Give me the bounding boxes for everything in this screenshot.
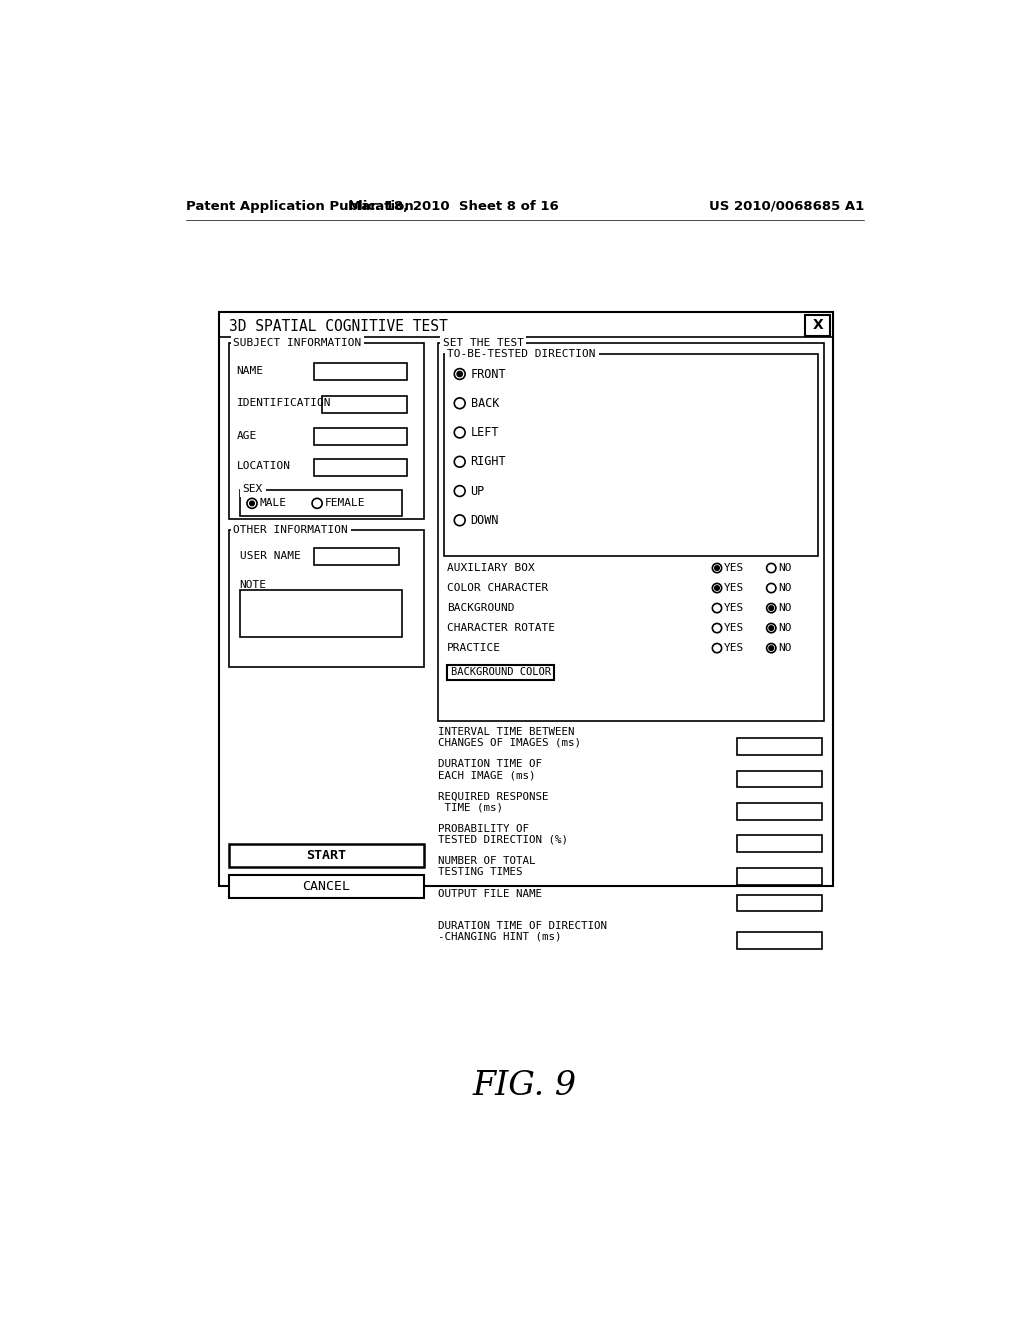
Text: COLOR CHARACTER: COLOR CHARACTER	[447, 583, 549, 593]
Text: NO: NO	[778, 643, 792, 653]
Bar	[438, 343, 824, 721]
Circle shape	[769, 606, 773, 610]
Text: EACH IMAGE (ms): EACH IMAGE (ms)	[438, 770, 536, 780]
Text: DOWN: DOWN	[471, 513, 499, 527]
Text: CHANGES OF IMAGES (ms): CHANGES OF IMAGES (ms)	[438, 738, 581, 748]
Bar	[228, 843, 424, 867]
Text: CHARACTER ROTATE: CHARACTER ROTATE	[447, 623, 555, 634]
Text: NO: NO	[778, 583, 792, 593]
Bar	[314, 459, 407, 475]
Text: SEX: SEX	[243, 484, 263, 495]
Bar	[737, 771, 822, 788]
Text: YES: YES	[724, 603, 744, 612]
Text: FEMALE: FEMALE	[325, 499, 366, 508]
Text: Mar. 18, 2010  Sheet 8 of 16: Mar. 18, 2010 Sheet 8 of 16	[348, 199, 559, 213]
Circle shape	[769, 645, 773, 651]
Bar	[322, 396, 407, 412]
Bar	[240, 490, 402, 516]
Text: START: START	[306, 849, 346, 862]
Circle shape	[457, 371, 463, 376]
Text: DURATION TIME OF: DURATION TIME OF	[438, 759, 542, 770]
Text: TESTED DIRECTION (%): TESTED DIRECTION (%)	[438, 834, 568, 845]
Text: IDENTIFICATION: IDENTIFICATION	[237, 399, 331, 408]
Bar	[737, 895, 822, 911]
Text: MALE: MALE	[260, 499, 287, 508]
Text: DURATION TIME OF DIRECTION: DURATION TIME OF DIRECTION	[438, 921, 607, 931]
Bar	[805, 315, 830, 335]
Text: RIGHT: RIGHT	[471, 455, 506, 469]
Text: TIME (ms): TIME (ms)	[438, 803, 503, 813]
Text: BACKGROUND: BACKGROUND	[447, 603, 515, 612]
Text: USER NAME: USER NAME	[240, 552, 300, 561]
Text: BACKGROUND COLOR: BACKGROUND COLOR	[451, 667, 551, 677]
Bar	[228, 529, 424, 667]
Circle shape	[250, 502, 254, 506]
Text: REQUIRED RESPONSE: REQUIRED RESPONSE	[438, 792, 549, 801]
Text: YES: YES	[724, 623, 744, 634]
Text: NO: NO	[778, 564, 792, 573]
Text: NO: NO	[778, 623, 792, 634]
Text: TO-BE-TESTED DIRECTION: TO-BE-TESTED DIRECTION	[447, 348, 596, 359]
Bar	[444, 354, 818, 556]
Text: SUBJECT INFORMATION: SUBJECT INFORMATION	[233, 338, 361, 348]
Bar	[240, 590, 402, 638]
Text: NAME: NAME	[237, 366, 263, 376]
Bar	[314, 548, 399, 565]
Bar	[314, 363, 407, 380]
Bar	[737, 738, 822, 755]
Text: PROBABILITY OF: PROBABILITY OF	[438, 824, 529, 834]
Text: AGE: AGE	[237, 430, 257, 441]
Text: Patent Application Publication: Patent Application Publication	[186, 199, 414, 213]
Text: LEFT: LEFT	[471, 426, 499, 440]
Text: CANCEL: CANCEL	[302, 879, 350, 892]
Text: NUMBER OF TOTAL: NUMBER OF TOTAL	[438, 857, 536, 866]
Bar	[737, 867, 822, 884]
Text: OUTPUT FILE NAME: OUTPUT FILE NAME	[438, 888, 542, 899]
Text: 3D SPATIAL COGNITIVE TEST: 3D SPATIAL COGNITIVE TEST	[228, 318, 447, 334]
Text: TESTING TIMES: TESTING TIMES	[438, 867, 522, 878]
Text: YES: YES	[724, 564, 744, 573]
Text: YES: YES	[724, 583, 744, 593]
Bar	[228, 343, 424, 519]
Text: LOCATION: LOCATION	[237, 462, 291, 471]
Bar	[314, 428, 407, 445]
Text: NO: NO	[778, 603, 792, 612]
Text: OTHER INFORMATION: OTHER INFORMATION	[233, 524, 348, 535]
Circle shape	[715, 586, 719, 590]
Bar	[228, 874, 424, 898]
Text: FRONT: FRONT	[471, 367, 506, 380]
Circle shape	[769, 626, 773, 631]
Text: SET THE TEST: SET THE TEST	[442, 338, 523, 348]
Bar	[447, 665, 554, 681]
Circle shape	[715, 566, 719, 570]
Text: INTERVAL TIME BETWEEN: INTERVAL TIME BETWEEN	[438, 727, 574, 737]
Bar	[737, 836, 822, 853]
Text: UP: UP	[471, 484, 484, 498]
Text: FIG. 9: FIG. 9	[473, 1071, 577, 1102]
Text: BACK: BACK	[471, 397, 499, 409]
Bar	[219, 313, 834, 886]
Text: AUXILIARY BOX: AUXILIARY BOX	[447, 564, 536, 573]
Text: NOTE: NOTE	[240, 579, 266, 590]
Bar	[737, 932, 822, 949]
Bar	[737, 803, 822, 820]
Text: X: X	[812, 318, 823, 333]
Text: PRACTICE: PRACTICE	[447, 643, 502, 653]
Text: -CHANGING HINT (ms): -CHANGING HINT (ms)	[438, 932, 561, 942]
Text: US 2010/0068685 A1: US 2010/0068685 A1	[709, 199, 864, 213]
Text: YES: YES	[724, 643, 744, 653]
